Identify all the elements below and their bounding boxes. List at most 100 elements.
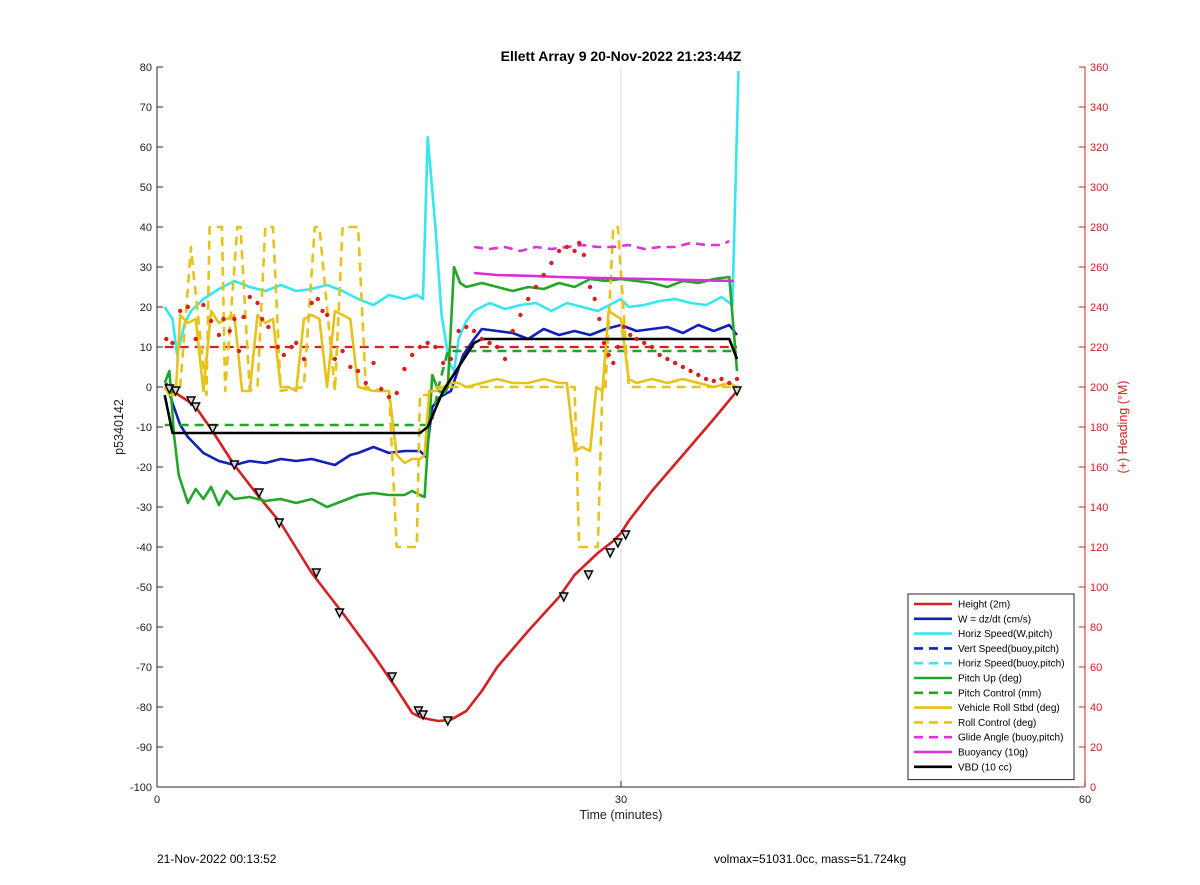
x-tick-label: 60 <box>1079 794 1091 806</box>
heading-point <box>178 308 183 314</box>
heading-point <box>417 344 423 350</box>
depth-marker <box>253 488 265 499</box>
y-tick-label-left: -80 <box>136 702 152 714</box>
depth-marker <box>386 672 398 683</box>
heading-point <box>440 360 446 366</box>
heading-point <box>703 376 709 382</box>
y-tick-label-right: 220 <box>1090 342 1108 354</box>
heading-point <box>402 366 407 372</box>
heading-point <box>410 352 415 358</box>
legend-label: Pitch Up (deg) <box>958 674 1022 685</box>
depth-marker <box>583 570 594 581</box>
heading-point <box>711 378 716 384</box>
legend-label: VBD (10 cc) <box>958 762 1012 773</box>
legend-label: Pitch Control (mm) <box>958 688 1041 699</box>
y-axis-label-left: p5340142 <box>112 399 126 455</box>
heading-point <box>170 340 175 346</box>
y-tick-label-left: -30 <box>136 502 152 514</box>
heading-point <box>201 302 206 308</box>
heading-point <box>665 356 670 362</box>
heading-point <box>479 336 484 342</box>
legend-label: W = dz/dt (cm/s) <box>958 614 1031 625</box>
heading-points-layer <box>164 240 740 400</box>
heading-point <box>572 248 577 254</box>
y-tick-label-right: 40 <box>1090 702 1102 714</box>
depth-marker <box>185 396 197 407</box>
y-tick-label-right: 60 <box>1090 662 1102 674</box>
legend-label: Roll Control (deg) <box>958 718 1036 729</box>
depth-marker <box>229 460 240 471</box>
heading-point <box>379 386 384 392</box>
y-tick-label-right: 20 <box>1090 742 1102 754</box>
heading-point <box>266 324 271 330</box>
y-tick-label-left: -90 <box>136 742 152 754</box>
y-tick-label-left: -70 <box>136 662 152 674</box>
y-tick-label-left: 70 <box>140 102 152 114</box>
y-tick-label-left: 40 <box>140 222 152 234</box>
y-tick-label-right: 120 <box>1090 542 1108 554</box>
y-tick-label-left: 60 <box>140 142 152 154</box>
heading-point <box>394 390 399 396</box>
legend-label: Buoyancy (10g) <box>958 748 1028 759</box>
y-tick-label-right: 80 <box>1090 622 1102 634</box>
heading-point <box>688 368 693 374</box>
legend-box <box>907 593 1075 781</box>
depth-marker <box>207 424 218 435</box>
heading-point <box>275 344 280 350</box>
heading-point <box>526 296 531 302</box>
chart: 80706050403020100-10-20-30-40-50-60-70-8… <box>112 48 1130 822</box>
y-tick-label-right: 260 <box>1090 262 1108 274</box>
legend: Height (2m) W = dz/dt (cm/s) Horiz Speed(W… <box>907 593 1075 781</box>
depth-marker <box>605 548 616 559</box>
heading-point <box>541 272 546 278</box>
series-roll-control-deg <box>164 225 737 549</box>
heading-point <box>495 344 500 350</box>
heading-point <box>601 340 607 346</box>
legend-label: Glide Angle (buoy,pitch) <box>958 733 1063 744</box>
depth-marker <box>334 608 345 619</box>
legend-label: Vert Speed(buoy,pitch) <box>958 644 1059 655</box>
y-tick-label-right: 300 <box>1090 182 1108 194</box>
depth-marker <box>731 386 743 397</box>
y-tick-label-left: -50 <box>136 582 152 594</box>
heading-point <box>657 352 662 358</box>
heading-point <box>232 316 237 322</box>
heading-point <box>259 316 265 322</box>
heading-point <box>301 356 307 362</box>
heading-point <box>289 344 294 350</box>
heading-point <box>371 360 376 366</box>
legend-label: Height (2m) <box>958 600 1010 611</box>
depth-marker <box>442 716 453 727</box>
y-tick-label-left: -40 <box>136 542 152 554</box>
heading-point <box>549 260 554 266</box>
y-tick-label-left: 0 <box>146 382 152 394</box>
heading-point <box>448 356 454 362</box>
heading-point <box>294 340 299 346</box>
y-tick-label-left: -60 <box>136 622 152 634</box>
y-tick-label-right: 340 <box>1090 102 1108 114</box>
heading-point <box>386 394 392 400</box>
heading-point <box>324 312 330 318</box>
legend-label: Horiz Speed(W,pitch) <box>958 629 1052 640</box>
heading-point <box>734 376 740 382</box>
heading-point <box>340 348 345 354</box>
y-tick-label-right: 160 <box>1090 462 1108 474</box>
heading-point <box>556 248 562 254</box>
y-tick-label-right: 360 <box>1090 62 1108 74</box>
heading-point <box>606 352 611 358</box>
heading-point <box>471 328 477 334</box>
heading-point <box>510 328 515 334</box>
series-buoyancy-10g <box>473 271 734 283</box>
heading-point <box>533 284 539 290</box>
heading-point <box>592 296 597 302</box>
heading-point <box>332 356 338 362</box>
y-tick-label-right: 200 <box>1090 382 1108 394</box>
heading-point <box>621 324 627 330</box>
y-tick-label-right: 280 <box>1090 222 1108 234</box>
heading-point <box>216 332 222 338</box>
heading-point <box>649 344 655 350</box>
heading-point <box>642 340 647 346</box>
heading-point <box>719 376 724 382</box>
series-layer <box>163 70 740 723</box>
y-tick-label-left: 10 <box>140 342 152 354</box>
